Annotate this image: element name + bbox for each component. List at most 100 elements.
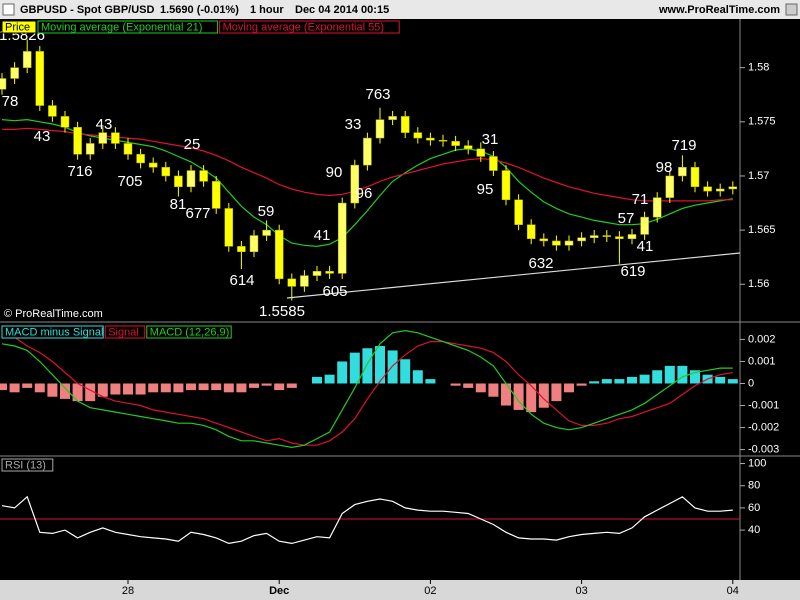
candle-body (211, 181, 221, 209)
histogram-bar (664, 365, 675, 384)
candle-body (249, 235, 259, 253)
price-annotation: 41 (637, 238, 654, 255)
candle-body (224, 208, 234, 247)
legend-box (146, 325, 232, 339)
histogram-bar (425, 379, 436, 384)
candle-body (400, 116, 410, 133)
histogram-bar (564, 383, 574, 393)
histogram-bar (9, 383, 20, 393)
macd-line (1, 329, 733, 449)
histogram-bar (450, 383, 461, 386)
histogram-bar (123, 383, 133, 395)
histogram-bar (148, 383, 159, 393)
histogram-bar (400, 359, 411, 384)
price-annotation: 614 (229, 272, 254, 289)
candle-body (426, 137, 435, 141)
price-annotation: 619 (620, 263, 645, 280)
candle-body (476, 148, 486, 157)
candle-body (627, 234, 637, 240)
price-annotation: 1.5585 (259, 303, 305, 320)
candle-body (300, 275, 309, 287)
candle-body (577, 237, 586, 242)
x-tick-label: 04 (727, 585, 739, 597)
candle-body (237, 246, 246, 253)
candle-body (388, 116, 397, 120)
candle-body (678, 167, 687, 177)
histogram-bar (110, 383, 121, 395)
legend-label: Signal (108, 326, 139, 338)
candle-body (526, 224, 536, 240)
candle-body (73, 126, 82, 155)
header-bar (0, 0, 800, 19)
histogram-bar (639, 374, 650, 384)
candle-body (199, 170, 208, 182)
price-annotation: 716 (67, 163, 92, 180)
histogram-bar (614, 379, 625, 384)
candle-body (161, 167, 171, 177)
histogram-bar (160, 383, 171, 393)
time-axis-bar (0, 580, 800, 600)
candle-body (136, 154, 145, 164)
y-tick-label: 0.001 (748, 355, 776, 367)
candle-body (539, 238, 549, 242)
rsi-line (1, 495, 733, 545)
histogram-bar (198, 383, 209, 391)
candle-body (564, 240, 574, 246)
y-tick-label: 1.565 (748, 224, 776, 236)
y-tick-label: 1.57 (748, 170, 769, 182)
candle-body (451, 141, 460, 146)
y-tick-label: 1.575 (748, 116, 776, 128)
price-annotation: 677 (185, 205, 210, 222)
candle-body (85, 143, 95, 155)
price-annotation: 719 (671, 137, 696, 154)
candle-body (363, 137, 372, 166)
candle-body (10, 67, 19, 79)
moving-average (1, 118, 733, 248)
price-annotation: 763 (365, 86, 390, 103)
histogram-bar (412, 370, 423, 384)
price-annotation: 71 (632, 191, 649, 208)
candle-body (602, 235, 612, 237)
candle-body (703, 186, 712, 192)
candle-body (413, 132, 423, 139)
histogram-bar (223, 383, 234, 393)
histogram-bar (463, 383, 474, 388)
price-annotation: 705 (117, 173, 142, 190)
histogram-bar (601, 379, 612, 384)
legend-box (104, 325, 146, 339)
candle-body (48, 105, 57, 117)
legend-label: Moving average (Exponential 55) (223, 21, 384, 33)
candle-body (325, 271, 334, 274)
y-tick-label: -0.003 (748, 443, 779, 455)
candle-body (665, 175, 675, 198)
histogram-bar (60, 383, 70, 399)
candle-body (35, 51, 45, 106)
candle-body (262, 229, 271, 236)
close-button[interactable] (785, 3, 798, 16)
histogram-bar (236, 383, 247, 393)
y-tick-label: 0 (748, 377, 754, 389)
price-annotation: 95 (477, 181, 494, 198)
histogram-bar (97, 383, 108, 397)
candle-body (312, 271, 322, 276)
legend-label: RSI (13) (5, 459, 46, 471)
price-annotation: 605 (322, 283, 347, 300)
legend-box (1, 458, 54, 472)
y-tick-label: -0.002 (748, 421, 779, 433)
price-annotation: 81 (170, 196, 187, 213)
y-tick-label: 40 (748, 524, 760, 536)
candle-body (652, 197, 662, 218)
moving-average (2, 127, 733, 202)
price-annotation: 25 (184, 136, 201, 153)
histogram-bar (576, 383, 587, 386)
candle-body (148, 162, 158, 168)
candle-body (690, 167, 700, 188)
histogram-bar (375, 346, 385, 384)
macd-line (2, 336, 733, 446)
candle-body (552, 240, 561, 246)
candle-body (615, 236, 624, 240)
histogram-bar (312, 376, 322, 384)
histogram-bar (652, 370, 663, 384)
